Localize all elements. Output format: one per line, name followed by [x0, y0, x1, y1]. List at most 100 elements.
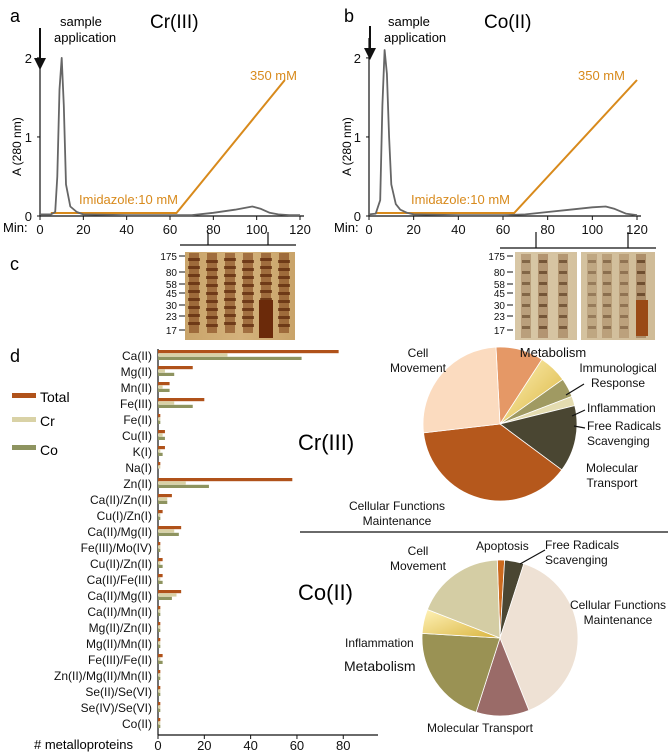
leader-line [519, 549, 546, 565]
panel-a-annotation-2: application [54, 30, 116, 45]
gel-band [206, 284, 218, 287]
panel-a: a Cr(III) sample application A (280 nm) … [3, 6, 311, 237]
category-label: Se(IV)/Se(VI) [81, 701, 152, 715]
gel-band [637, 293, 645, 296]
bar-co [158, 724, 161, 728]
category-label: Ca(II)/Mg(II) [87, 525, 152, 539]
gel-band [539, 282, 547, 285]
legend-co: Co [40, 442, 58, 458]
gel-band [588, 282, 596, 285]
category-label: Ca(II)/Fe(III) [87, 573, 152, 587]
gel-band [188, 314, 200, 317]
bar-cr [158, 689, 161, 693]
x-tick-label: 0 [154, 738, 161, 753]
bar-total [158, 398, 205, 402]
bar-chart-xlabel: # metalloproteins [34, 737, 133, 752]
pie-co-label-cell-movement: Movement [390, 559, 447, 573]
gel-band [224, 314, 236, 317]
bar-cr [158, 513, 161, 517]
bar-total [158, 350, 339, 354]
bar-total [158, 430, 165, 434]
y-tick-label: 1 [25, 130, 32, 145]
y-tick-label: 2 [354, 51, 361, 66]
pie-co-label-cellular-functions: Maintenance [584, 613, 653, 627]
bar-cr [158, 385, 163, 389]
gel-band [242, 276, 254, 279]
category-label: Ca(II)/Mg(II) [87, 589, 152, 603]
gel-band [603, 271, 611, 274]
pie-cr-label-cell-movement: Cell [408, 346, 429, 360]
gel-band [206, 300, 218, 303]
category-label: Mg(II)/Zn(II) [89, 621, 152, 635]
x-tick-label: 60 [290, 738, 304, 753]
bar-co [158, 404, 193, 408]
pie-cr-label-cellular-functions: Maintenance [363, 514, 432, 528]
gel-band [522, 315, 530, 318]
gradient-line [375, 79, 638, 214]
bar-cr [158, 433, 163, 437]
gel-band [559, 326, 567, 329]
gel-band [522, 326, 530, 329]
gel-marker-label: 45 [494, 289, 506, 300]
category-label: Na(I) [125, 461, 152, 475]
pie-co-label-cell-movement: Cell [408, 544, 429, 558]
pie-cr-label-cell-movement: Movement [390, 361, 447, 375]
y-tick-label: 0 [354, 209, 361, 224]
category-label: Ca(II) [122, 349, 152, 363]
y-tick-label: 1 [354, 130, 361, 145]
absorbance-trace [368, 49, 638, 217]
legend-cr: Cr [40, 413, 55, 429]
gel-band-heavy [636, 300, 648, 336]
gel-band [188, 258, 200, 261]
gel-band [188, 266, 200, 269]
gel-band [224, 258, 236, 261]
gel-band [603, 315, 611, 318]
bar-co [158, 500, 168, 504]
category-label: Mn(II) [121, 381, 152, 395]
pie-cr-label-metabolism: Metabolism [520, 345, 586, 360]
gel-band [188, 282, 200, 285]
bar-co [158, 580, 163, 584]
x-tick-label: 80 [336, 738, 350, 753]
gel-marker-label: 30 [494, 301, 506, 312]
bar-co [158, 452, 163, 456]
pie-co-label-metabolism: Metabolism [344, 658, 416, 674]
category-label: Cu(II)/Zn(II) [90, 557, 152, 571]
bar-total [158, 510, 163, 514]
gel-band [620, 293, 628, 296]
gel-marker-label: 30 [166, 301, 178, 312]
pie-co-label-inflammation: Inflammation [345, 636, 414, 650]
gel-bracket-left [180, 232, 296, 246]
gel-band [242, 292, 254, 295]
gel-band [188, 298, 200, 301]
pie-co-label-molecular-transport: Molecular Transport [427, 721, 534, 735]
gel-band [242, 316, 254, 319]
bar-cr [158, 353, 228, 357]
category-label: Fe(III)/Fe(II) [88, 653, 152, 667]
bar-total [158, 382, 170, 386]
gel-band [620, 304, 628, 307]
gel-band [588, 260, 596, 263]
x-tick-label: 80 [540, 222, 554, 237]
bar-co [158, 708, 161, 712]
gel-lane [521, 254, 531, 338]
gel-band [522, 282, 530, 285]
gel-band [588, 315, 596, 318]
gel-band [603, 260, 611, 263]
gel-band [260, 266, 272, 269]
pie-cr-label-inflammation: Inflammation [587, 401, 656, 415]
pie-co-label-free-radicals: Free Radicals [545, 538, 619, 552]
x-tick-label: 0 [36, 222, 43, 237]
gel-band [588, 271, 596, 274]
gel-band [242, 268, 254, 271]
pie-cr-label-cellular-functions: Cellular Functions [349, 499, 445, 513]
gel-band [278, 284, 290, 287]
absorbance-trace [40, 57, 300, 217]
gel-marker-label: 58 [494, 280, 506, 291]
gel-band [278, 268, 290, 271]
pie-co-label-free-radicals: Scavenging [545, 553, 608, 567]
bar-total [158, 366, 193, 370]
category-label: Cu(II) [122, 429, 152, 443]
